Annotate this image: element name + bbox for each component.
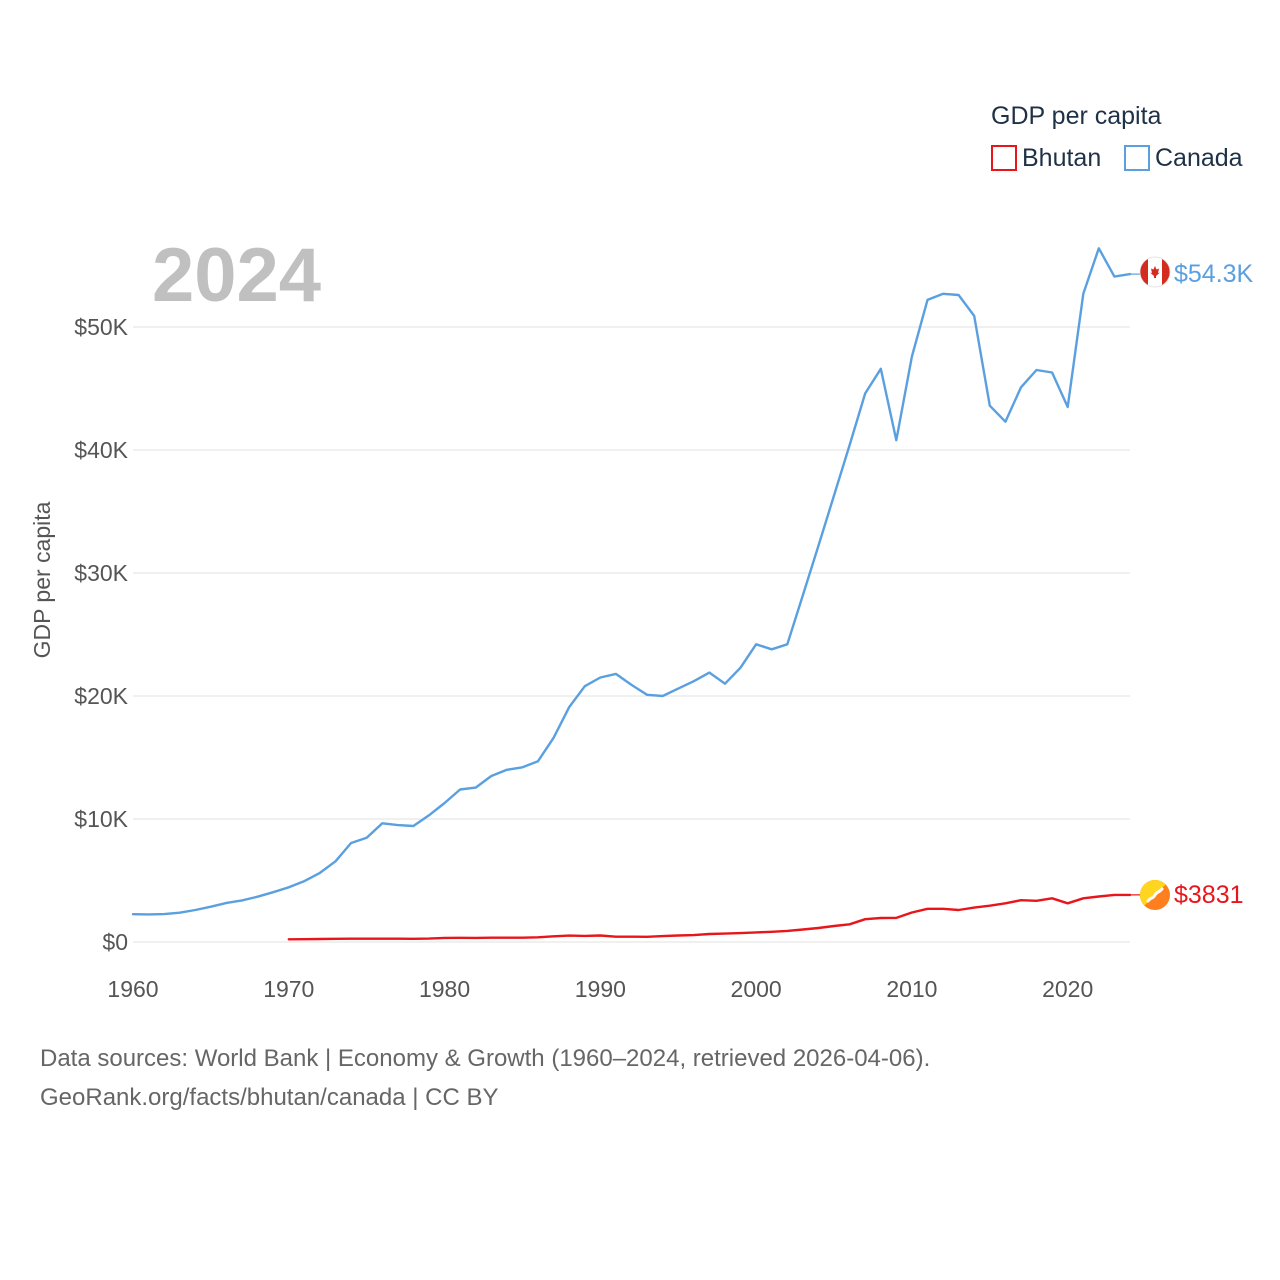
x-tick-label: 1960 (107, 976, 158, 1002)
y-axis-title: GDP per capita (29, 501, 55, 658)
footer-sources: Data sources: World Bank | Economy & Gro… (40, 1045, 931, 1072)
y-tick-label: $30K (74, 560, 128, 586)
legend[interactable]: GDP per capita Bhutan Canada (991, 102, 1243, 172)
series-layer: $3831 $54.3K (131, 247, 1254, 941)
y-axis: $0 $10K $20K $30K $40K $50K (74, 314, 128, 955)
grid-lines (133, 326, 1130, 943)
legend-item-canada[interactable]: Canada (1124, 144, 1243, 172)
legend-swatch-bhutan (991, 145, 1017, 171)
x-tick-label: 1970 (263, 976, 314, 1002)
y-tick-label: $10K (74, 806, 128, 832)
series-line-canada[interactable] (131, 247, 1132, 916)
series-line-bhutan[interactable] (287, 893, 1132, 941)
y-tick-label: $20K (74, 683, 128, 709)
legend-title: GDP per capita (991, 102, 1162, 130)
end-value-label-canada: $54.3K (1174, 260, 1254, 288)
x-tick-label: 1990 (575, 976, 626, 1002)
y-tick-label: $0 (102, 929, 128, 955)
end-value-label-bhutan: $3831 (1174, 881, 1244, 909)
x-tick-label: 2020 (1042, 976, 1093, 1002)
footer-credit: GeoRank.org/facts/bhutan/canada | CC BY (40, 1084, 499, 1111)
y-tick-label: $50K (74, 314, 128, 340)
x-tick-label: 2010 (886, 976, 937, 1002)
bhutan-flag-icon (1140, 880, 1170, 910)
legend-swatch-canada (1124, 145, 1150, 171)
x-axis: 1960 1970 1980 1990 2000 2010 2020 (107, 976, 1093, 1002)
legend-label-bhutan: Bhutan (1022, 144, 1101, 172)
x-tick-label: 2000 (731, 976, 782, 1002)
legend-label-canada: Canada (1155, 144, 1243, 172)
y-tick-label: $40K (74, 437, 128, 463)
year-label: 2024 (152, 233, 321, 318)
canada-flag-icon (1139, 256, 1171, 288)
legend-item-bhutan[interactable]: Bhutan (991, 144, 1101, 172)
x-tick-label: 1980 (419, 976, 470, 1002)
